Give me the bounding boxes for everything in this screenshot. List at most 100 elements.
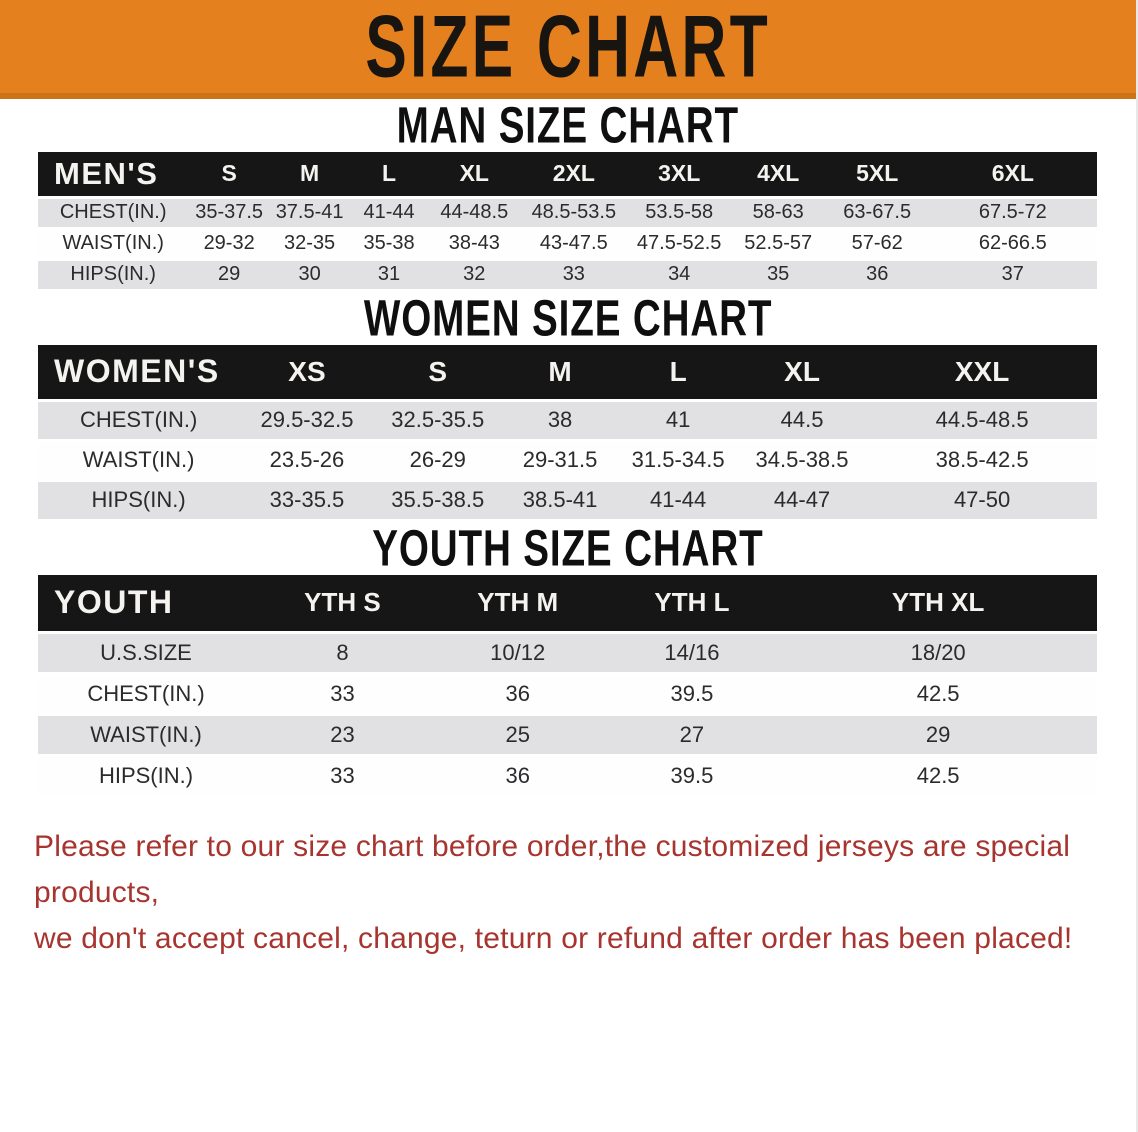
measurement-value-cell: 53.5-58 (627, 198, 731, 230)
men-size-section: MAN SIZE CHART MEN'S S M L XL 2XL 3XL 4XL 5XL 6XL… (0, 96, 1136, 292)
table-title-cell: WOMEN'S (38, 344, 240, 402)
measurement-row-label: HIPS(IN.) (38, 756, 255, 798)
measurement-value-cell: 36 (430, 756, 605, 798)
measurement-row-label: HIPS(IN.) (38, 260, 189, 292)
measurement-row-label: WAIST(IN.) (38, 715, 255, 757)
size-column-header: L (619, 344, 737, 402)
measurement-row: HIPS(IN.) 33 36 39.5 42.5 (38, 756, 1097, 798)
measurement-value-cell: 26-29 (374, 441, 501, 482)
women-size-table: WOMEN'S XS S M L XL XXL CHEST(IN.) 29.5-32.5 32.5… (38, 344, 1097, 522)
size-column-header: 5XL (825, 151, 929, 199)
measurement-value-cell: 38 (500, 401, 620, 442)
measurement-value-cell: 48.5-53.5 (519, 198, 628, 230)
measurement-value-cell: 29-31.5 (500, 441, 620, 482)
men-section-heading-text: MAN SIZE CHART (396, 96, 740, 154)
men-section-heading: MAN SIZE CHART (0, 96, 1136, 154)
measurement-value-cell: 44-48.5 (428, 198, 520, 230)
measurement-row: CHEST(IN.) 29.5-32.5 32.5-35.5 38 41 44.5 44.5… (38, 401, 1097, 442)
measurement-value-cell: 36 (825, 260, 929, 292)
measurement-value-cell: 8 (254, 633, 431, 675)
size-column-header: XL (736, 344, 868, 402)
size-column-header: 2XL (519, 151, 628, 199)
measurement-value-cell: 52.5-57 (730, 229, 826, 261)
size-table-header-row: WOMEN'S XS S M L XL XXL (38, 344, 1097, 402)
measurement-value-cell: 47-50 (867, 481, 1097, 522)
size-column-header: YTH L (604, 574, 780, 634)
measurement-value-cell: 29 (779, 715, 1097, 757)
measurement-value-cell: 34 (627, 260, 731, 292)
women-size-section: WOMEN SIZE CHART WOMEN'S XS S M L XL XXL CHEST(… (0, 289, 1136, 522)
measurement-row: HIPS(IN.) 33-35.5 35.5-38.5 38.5-41 41-44 44-… (38, 481, 1097, 522)
size-column-header: 4XL (730, 151, 826, 199)
measurement-value-cell: 39.5 (604, 756, 780, 798)
size-column-header: M (500, 344, 620, 402)
youth-size-table: YOUTH YTH S YTH M YTH L YTH XL U.S.SIZE 8 10/12… (38, 574, 1097, 798)
measurement-row-label: CHEST(IN.) (38, 401, 240, 442)
measurement-row: CHEST(IN.) 33 36 39.5 42.5 (38, 674, 1097, 716)
measurement-value-cell: 38.5-42.5 (867, 441, 1097, 482)
measurement-value-cell: 42.5 (779, 674, 1097, 716)
measurement-value-cell: 44.5-48.5 (867, 401, 1097, 442)
measurement-row-label: CHEST(IN.) (38, 198, 189, 230)
measurement-row-label: WAIST(IN.) (38, 441, 240, 482)
measurement-row-label: HIPS(IN.) (38, 481, 240, 522)
measurement-row-label: U.S.SIZE (38, 633, 255, 675)
measurement-value-cell: 32 (428, 260, 520, 292)
banner: SIZE CHART (0, 0, 1136, 99)
size-column-header: YTH M (430, 574, 605, 634)
measurement-value-cell: 43-47.5 (519, 229, 628, 261)
measurement-value-cell: 32.5-35.5 (374, 401, 501, 442)
measurement-row: CHEST(IN.) 35-37.5 37.5-41 41-44 44-48.5 48.5… (38, 198, 1097, 230)
measurement-value-cell: 63-67.5 (825, 198, 929, 230)
size-column-header: 6XL (928, 151, 1097, 199)
measurement-value-cell: 35-38 (349, 229, 429, 261)
measurement-value-cell: 25 (430, 715, 605, 757)
measurement-value-cell: 57-62 (825, 229, 929, 261)
size-column-header: YTH S (254, 574, 431, 634)
measurement-value-cell: 18/20 (779, 633, 1097, 675)
size-column-header: 3XL (627, 151, 731, 199)
measurement-value-cell: 67.5-72 (928, 198, 1097, 230)
measurement-value-cell: 39.5 (604, 674, 780, 716)
measurement-value-cell: 27 (604, 715, 780, 757)
measurement-value-cell: 23 (254, 715, 431, 757)
measurement-value-cell: 35.5-38.5 (374, 481, 501, 522)
measurement-value-cell: 33 (519, 260, 628, 292)
table-title-cell: MEN'S (38, 151, 189, 199)
men-size-table: MEN'S S M L XL 2XL 3XL 4XL 5XL 6XL CHEST(IN.) 35-37… (38, 151, 1097, 292)
measurement-value-cell: 29.5-32.5 (239, 401, 375, 442)
footer-notice: Please refer to our size chart before or… (34, 824, 1106, 962)
measurement-value-cell: 37 (928, 260, 1097, 292)
size-table-header-row: YOUTH YTH S YTH M YTH L YTH XL (38, 574, 1097, 634)
measurement-value-cell: 32-35 (269, 229, 350, 261)
measurement-value-cell: 31.5-34.5 (619, 441, 737, 482)
measurement-value-cell: 31 (349, 260, 429, 292)
measurement-value-cell: 35 (730, 260, 826, 292)
measurement-value-cell: 38.5-41 (500, 481, 620, 522)
measurement-value-cell: 41-44 (349, 198, 429, 230)
women-section-heading-text: WOMEN SIZE CHART (363, 289, 773, 347)
measurement-row: U.S.SIZE 8 10/12 14/16 18/20 (38, 633, 1097, 675)
measurement-value-cell: 44.5 (736, 401, 868, 442)
size-column-header: S (374, 344, 501, 402)
measurement-value-cell: 58-63 (730, 198, 826, 230)
measurement-value-cell: 36 (430, 674, 605, 716)
measurement-value-cell: 33 (254, 756, 431, 798)
youth-section-heading: YOUTH SIZE CHART (0, 519, 1136, 576)
measurement-row-label: WAIST(IN.) (38, 229, 189, 261)
size-column-header: M (269, 151, 350, 199)
youth-size-section: YOUTH SIZE CHART YOUTH YTH S YTH M YTH L YTH… (0, 519, 1136, 798)
measurement-value-cell: 35-37.5 (188, 198, 270, 230)
measurement-value-cell: 29-32 (188, 229, 270, 261)
measurement-value-cell: 37.5-41 (269, 198, 350, 230)
measurement-value-cell: 38-43 (428, 229, 520, 261)
size-column-header: S (188, 151, 270, 199)
measurement-row: HIPS(IN.) 29 30 31 32 33 34 35 36 37 (38, 260, 1097, 292)
measurement-value-cell: 47.5-52.5 (627, 229, 731, 261)
page-title: SIZE CHART (365, 0, 771, 95)
measurement-value-cell: 10/12 (430, 633, 605, 675)
measurement-value-cell: 42.5 (779, 756, 1097, 798)
table-title-cell: YOUTH (38, 574, 255, 634)
size-column-header: XL (428, 151, 520, 199)
